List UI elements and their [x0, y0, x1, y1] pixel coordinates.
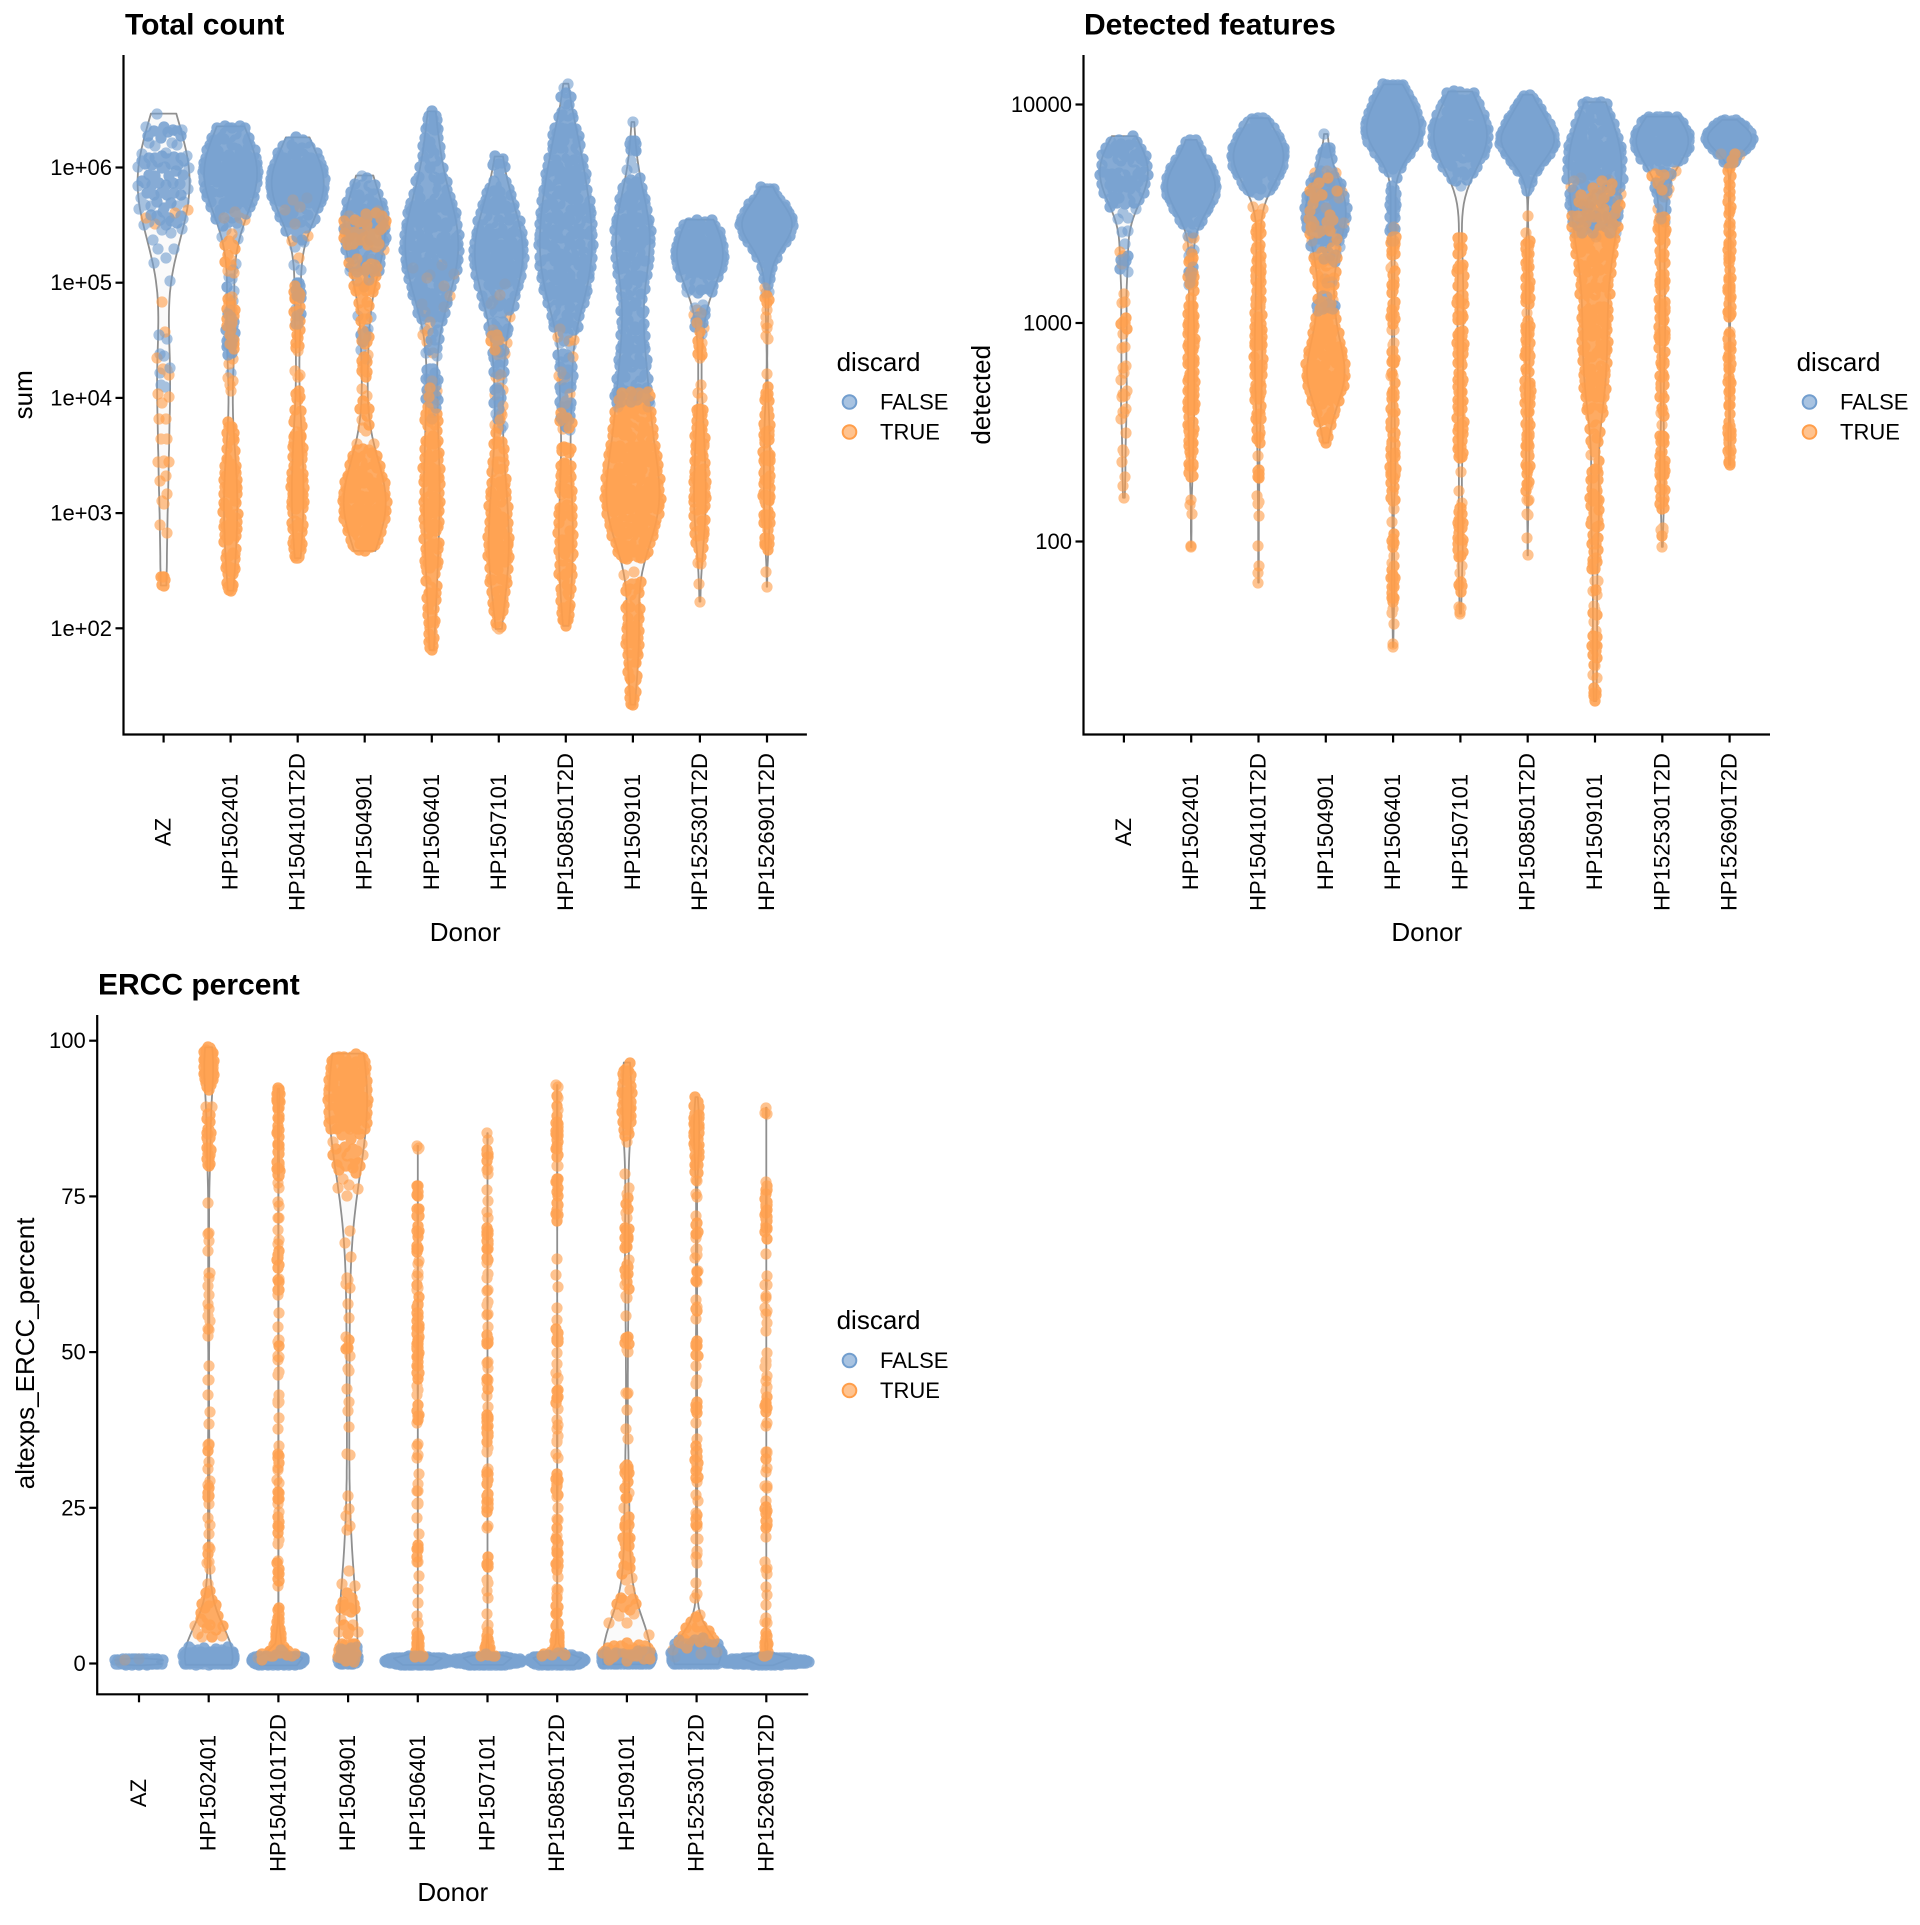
svg-text:100: 100 — [1035, 529, 1072, 554]
svg-text:HP1502401: HP1502401 — [218, 774, 243, 890]
svg-text:HP1525301T2D: HP1525301T2D — [1649, 753, 1674, 911]
svg-text:1e+04: 1e+04 — [50, 385, 112, 410]
svg-text:HP1504101T2D: HP1504101T2D — [1246, 753, 1271, 911]
svg-text:TRUE: TRUE — [1840, 420, 1900, 445]
svg-text:1e+05: 1e+05 — [50, 270, 112, 295]
svg-text:HP1509101: HP1509101 — [1582, 774, 1607, 890]
svg-text:HP1506401: HP1506401 — [1380, 774, 1405, 890]
svg-text:1e+03: 1e+03 — [50, 501, 112, 526]
svg-text:TRUE: TRUE — [880, 420, 940, 445]
svg-text:AZ: AZ — [151, 818, 176, 846]
svg-text:discard: discard — [837, 1305, 921, 1335]
svg-text:HP1525301T2D: HP1525301T2D — [684, 1714, 709, 1872]
svg-text:AZ: AZ — [1111, 818, 1136, 846]
svg-text:AZ: AZ — [126, 1779, 151, 1807]
svg-text:FALSE: FALSE — [880, 1348, 948, 1373]
svg-text:HP1502401: HP1502401 — [196, 1735, 221, 1851]
svg-text:100: 100 — [49, 1028, 86, 1053]
svg-text:Donor: Donor — [1391, 917, 1462, 947]
svg-text:HP1508501T2D: HP1508501T2D — [553, 753, 578, 911]
svg-text:HP1504901: HP1504901 — [1313, 774, 1338, 890]
svg-text:10000: 10000 — [1011, 92, 1072, 117]
svg-text:HP1508501T2D: HP1508501T2D — [1515, 753, 1540, 911]
svg-text:HP1526901T2D: HP1526901T2D — [753, 1714, 778, 1872]
svg-text:HP1509101: HP1509101 — [614, 1735, 639, 1851]
svg-text:Detected features: Detected features — [1084, 9, 1336, 42]
svg-text:25: 25 — [61, 1495, 85, 1520]
svg-text:HP1508501T2D: HP1508501T2D — [544, 1714, 569, 1872]
svg-text:HP1506401: HP1506401 — [419, 774, 444, 890]
svg-text:HP1504901: HP1504901 — [335, 1735, 360, 1851]
svg-text:altexps_ERCC_percent: altexps_ERCC_percent — [10, 1217, 40, 1489]
svg-text:FALSE: FALSE — [1840, 390, 1908, 415]
svg-text:ERCC percent: ERCC percent — [98, 969, 300, 1002]
svg-text:0: 0 — [73, 1651, 85, 1676]
svg-text:HP1504101T2D: HP1504101T2D — [285, 753, 310, 911]
svg-text:HP1504901: HP1504901 — [352, 774, 377, 890]
svg-text:Donor: Donor — [430, 917, 501, 947]
svg-text:HP1525301T2D: HP1525301T2D — [687, 753, 712, 911]
svg-text:HP1504101T2D: HP1504101T2D — [265, 1714, 290, 1872]
svg-text:HP1502401: HP1502401 — [1178, 774, 1203, 890]
svg-text:HP1507101: HP1507101 — [1447, 774, 1472, 890]
svg-text:discard: discard — [1797, 347, 1881, 377]
svg-text:Donor: Donor — [417, 1877, 488, 1907]
svg-text:FALSE: FALSE — [880, 390, 948, 415]
svg-text:detected: detected — [966, 345, 996, 445]
svg-text:TRUE: TRUE — [880, 1378, 940, 1403]
svg-text:1e+06: 1e+06 — [50, 155, 112, 180]
svg-text:HP1507101: HP1507101 — [475, 1735, 500, 1851]
svg-text:HP1509101: HP1509101 — [620, 774, 645, 890]
svg-text:1000: 1000 — [1023, 311, 1072, 336]
svg-text:HP1526901T2D: HP1526901T2D — [1717, 753, 1742, 911]
svg-text:HP1507101: HP1507101 — [486, 774, 511, 890]
svg-text:HP1526901T2D: HP1526901T2D — [754, 753, 779, 911]
svg-text:1e+02: 1e+02 — [50, 616, 112, 641]
svg-text:75: 75 — [61, 1184, 85, 1209]
svg-text:sum: sum — [8, 370, 38, 419]
svg-text:HP1506401: HP1506401 — [405, 1735, 430, 1851]
svg-text:discard: discard — [837, 347, 921, 377]
svg-text:Total count: Total count — [125, 9, 284, 42]
svg-text:50: 50 — [61, 1340, 85, 1365]
